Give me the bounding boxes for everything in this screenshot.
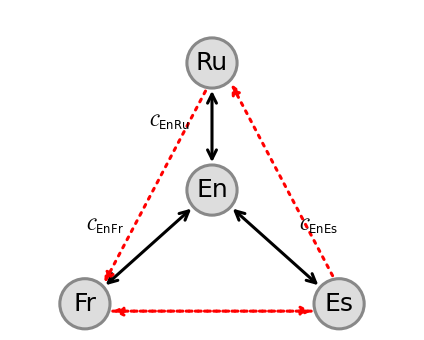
Text: Es: Es — [325, 292, 354, 316]
Text: En: En — [196, 178, 228, 202]
Text: $\mathcal{C}_{\mathrm{EnFr}}$: $\mathcal{C}_{\mathrm{EnFr}}$ — [86, 216, 123, 235]
Circle shape — [314, 279, 364, 329]
Circle shape — [187, 165, 237, 215]
Text: $\mathcal{C}_{\mathrm{EnEs}}$: $\mathcal{C}_{\mathrm{EnEs}}$ — [299, 216, 338, 235]
Text: Ru: Ru — [196, 51, 228, 75]
Circle shape — [60, 279, 110, 329]
Circle shape — [187, 38, 237, 88]
Text: Fr: Fr — [73, 292, 96, 316]
Text: $\mathcal{C}_{\mathrm{EnRu}}$: $\mathcal{C}_{\mathrm{EnRu}}$ — [149, 112, 190, 131]
